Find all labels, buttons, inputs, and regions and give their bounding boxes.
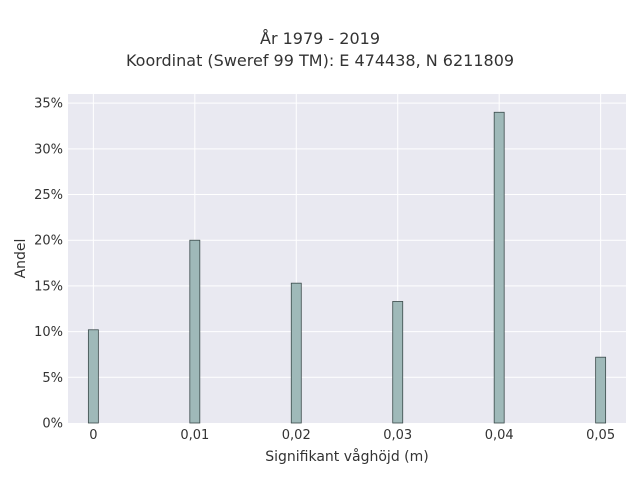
histogram-bar (493, 111, 505, 424)
plot-area (68, 94, 626, 423)
histogram-bar (87, 329, 99, 424)
x-tick-label: 0,05 (586, 428, 615, 443)
x-tick-label: 0 (89, 428, 97, 443)
histogram-bar (189, 239, 201, 424)
x-axis-label: Signifikant våghöjd (m) (265, 448, 428, 465)
chart-title: År 1979 - 2019 (260, 29, 380, 48)
histogram-bar (392, 301, 404, 424)
histogram-bar (290, 282, 302, 424)
y-tick-label: 25% (34, 188, 63, 203)
y-tick-label: 30% (34, 142, 63, 157)
y-tick-label: 10% (34, 325, 63, 340)
y-tick-label: 35% (34, 97, 63, 112)
y-tick-label: 5% (42, 371, 63, 386)
y-axis-label: Andel (13, 239, 29, 279)
x-tick-label: 0,03 (383, 428, 412, 443)
y-tick-label: 15% (34, 279, 63, 294)
chart-subtitle: Koordinat (Sweref 99 TM): E 474438, N 62… (125, 51, 515, 70)
histogram-bar (595, 356, 607, 424)
y-tick-label: 0% (42, 417, 63, 432)
y-tick-label: 20% (34, 234, 63, 249)
x-tick-label: 0,02 (282, 428, 311, 443)
x-tick-label: 0,04 (485, 428, 514, 443)
x-tick-label: 0,01 (180, 428, 209, 443)
